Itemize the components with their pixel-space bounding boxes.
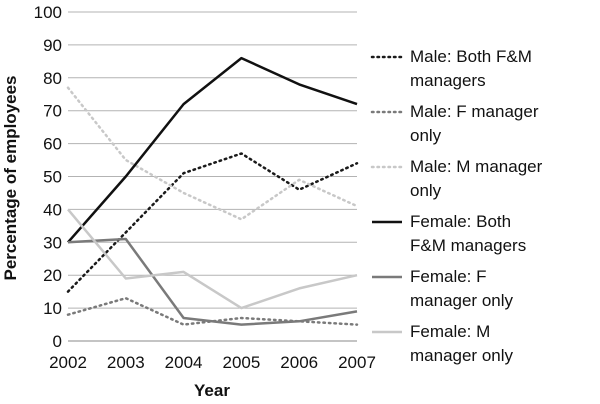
series-line-1 (66, 296, 359, 326)
x-tick-label: 2004 (165, 353, 203, 372)
y-axis-title: Percentage of employees (1, 75, 20, 280)
y-tick-label: 100 (34, 3, 62, 22)
x-tick-label: 2006 (280, 353, 318, 372)
legend-label: Male: Both F&M (410, 47, 532, 66)
x-axis-title: Year (194, 381, 230, 400)
gridlines (68, 11, 357, 309)
legend-label: Male: F manager (410, 102, 539, 121)
y-tick-label: 80 (43, 69, 62, 88)
y-tick-label: 90 (43, 36, 62, 55)
legend-label: manager only (410, 346, 514, 365)
series-lines (66, 56, 359, 326)
x-tick-label: 2003 (107, 353, 145, 372)
y-tick-label: 20 (43, 266, 62, 285)
legend-label: only (410, 126, 442, 145)
series-line-5 (67, 208, 358, 310)
series-line-0 (66, 152, 359, 293)
y-tick-label: 40 (43, 200, 62, 219)
legend-label: Male: M manager (410, 157, 543, 176)
x-tick-labels: 2002 2003 2004 2005 2006 2007 (49, 353, 376, 372)
series-line-3 (67, 56, 358, 244)
y-tick-label: 70 (43, 102, 62, 121)
series-line-4 (67, 237, 358, 326)
x-tick-label: 2005 (222, 353, 260, 372)
series-line-2 (66, 86, 359, 221)
legend-label: manager only (410, 291, 514, 310)
legend-label: managers (410, 71, 486, 90)
y-tick-label: 50 (43, 168, 62, 187)
y-tick-label: 30 (43, 233, 62, 252)
y-tick-labels: 0 10 20 30 40 50 60 70 80 90 100 (34, 3, 62, 351)
x-tick-label: 2007 (338, 353, 376, 372)
y-tick-label: 60 (43, 135, 62, 154)
legend-label: only (410, 181, 442, 200)
legend-label: Female: M (410, 322, 490, 341)
legend: Male: Both F&M managers Male: F manager onl… (370, 47, 543, 365)
legend-label: Female: Both (410, 212, 511, 231)
y-tick-label: 10 (43, 299, 62, 318)
legend-label: Female: F (410, 267, 487, 286)
legend-label: F&M managers (410, 236, 526, 255)
x-tick-label: 2002 (49, 353, 87, 372)
y-tick-label: 0 (53, 332, 62, 351)
